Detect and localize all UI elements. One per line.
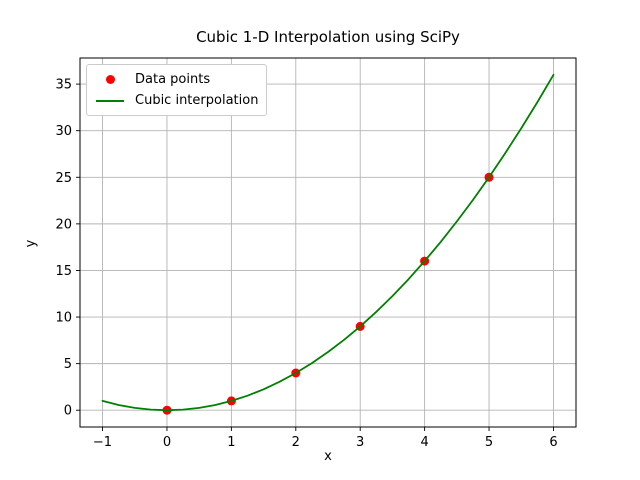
tick-labels: −1 0 1 2 3 4 5 6 0 5 10 15 20 25 30 35 <box>55 78 557 450</box>
y-tick-label: 10 <box>55 311 72 326</box>
axis-ticks <box>76 83 554 431</box>
x-tick-label: 1 <box>227 435 235 450</box>
interpolation-line-icon <box>96 99 124 102</box>
legend-label-cubic-interpolation: Cubic interpolation <box>135 93 259 108</box>
y-tick-label: 35 <box>55 78 72 93</box>
legend-marker-box <box>94 75 126 84</box>
legend: Data points Cubic interpolation <box>86 64 268 116</box>
y-tick-label: 5 <box>64 357 72 372</box>
y-tick-label: 30 <box>55 124 72 139</box>
interpolation-curve <box>101 73 555 412</box>
data-points-series <box>162 172 494 415</box>
chart-title: Cubic 1-D Interpolation using SciPy <box>196 28 460 46</box>
x-tick-label: 4 <box>420 435 428 450</box>
plot-frame <box>79 57 577 428</box>
x-tick-label: 0 <box>163 435 171 450</box>
y-axis-label: y <box>23 239 39 248</box>
x-tick-label: 6 <box>549 435 557 450</box>
x-axis-label: x <box>324 449 332 464</box>
x-tick-label: 5 <box>485 435 493 450</box>
x-tick-label: −1 <box>93 435 112 450</box>
data-points-marker-icon <box>105 75 115 84</box>
y-tick-label: 0 <box>64 404 72 419</box>
legend-marker-box <box>94 99 126 102</box>
legend-item-data-points: Data points <box>94 69 258 90</box>
x-tick-label: 2 <box>292 435 300 450</box>
y-tick-label: 20 <box>55 217 72 232</box>
legend-label-data-points: Data points <box>135 72 211 87</box>
legend-item-cubic-interpolation: Cubic interpolation <box>94 90 258 111</box>
y-tick-label: 15 <box>55 264 72 279</box>
x-tick-label: 3 <box>356 435 364 450</box>
y-tick-label: 25 <box>55 171 72 186</box>
